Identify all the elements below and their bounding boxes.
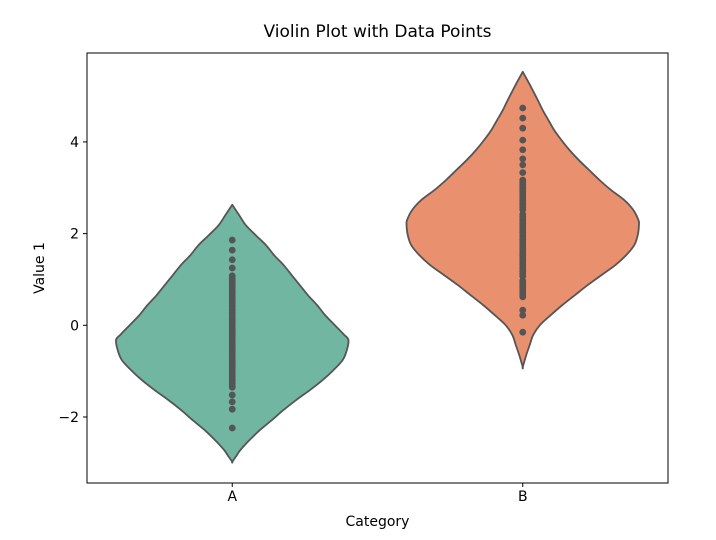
y-tick-label: 0 (70, 318, 79, 334)
data-point-B (519, 306, 527, 314)
data-point-B (519, 146, 527, 154)
data-point-B (519, 161, 527, 169)
data-point-A (228, 405, 236, 413)
data-point-B (519, 328, 527, 336)
axes-spines (86, 52, 669, 484)
data-point-A (228, 246, 236, 254)
y-tick-label: 2 (70, 227, 79, 243)
data-point-A (228, 256, 236, 264)
data-point-B (519, 114, 527, 122)
y-tick-label: −2 (58, 410, 79, 426)
y-tick-label: 4 (70, 135, 79, 151)
data-point-A (228, 236, 236, 244)
x-tick-label-B: B (518, 489, 528, 505)
data-point-A (228, 383, 236, 391)
data-point-B (519, 136, 527, 144)
data-point-A (228, 391, 236, 399)
data-point-A (228, 264, 236, 272)
data-point-A (228, 398, 236, 406)
chart-title: Violin Plot with Data Points (263, 22, 492, 42)
data-point-A (228, 424, 236, 432)
data-point-B (519, 124, 527, 132)
data-point-B (519, 311, 527, 319)
x-axis-label: Category (345, 514, 410, 530)
data-point-B (519, 104, 527, 112)
x-tick-label-A: A (227, 489, 237, 505)
data-point-B (519, 169, 527, 177)
data-point-B (519, 155, 527, 163)
data-point-B (519, 293, 527, 301)
